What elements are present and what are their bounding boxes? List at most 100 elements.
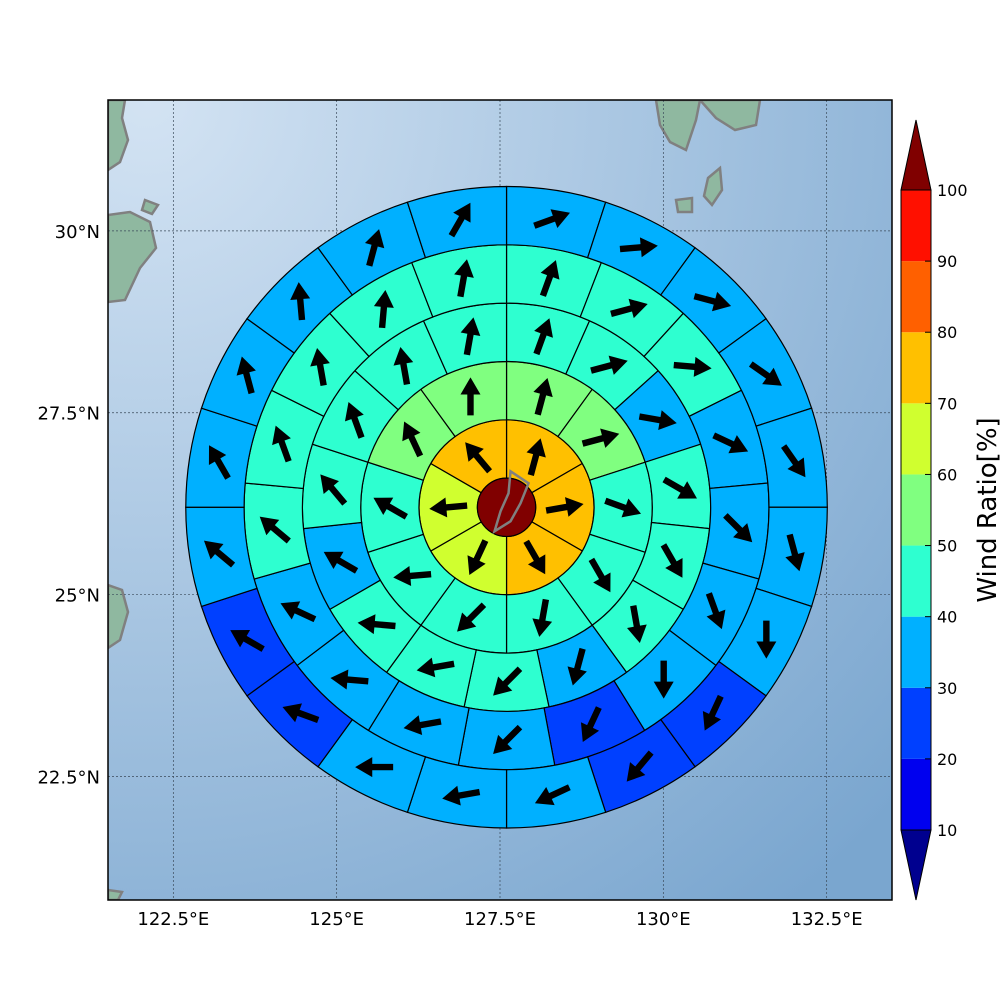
wind-arrow-ring4-6 [756,620,777,659]
wind-arrow-ring3-5 [705,592,726,630]
wind-arrow-ring1-7 [373,497,408,520]
colorbar-tick-label: 100 [937,181,968,200]
wind-arrow-ring4-2 [693,291,732,312]
landmass-3 [108,583,130,650]
wind-arrow-ring4-15 [208,445,231,480]
wind-arrow-ring4-8 [626,750,654,782]
wind-arrow-ring0-1 [545,497,584,517]
lat-tick-label: 27.5°N [37,404,100,425]
colorbar-tick-label: 40 [937,608,957,627]
wind-arrow-ring4-11 [355,757,394,778]
longitude-tick-labels: 122.5°E 125°E 127.5°E 130°E 132.5°E [137,909,862,930]
colorbar-segment-7 [901,261,931,333]
colorbar: 10 20 30 40 50 60 70 80 90 100 Wind Ratio[%] [900,119,1000,901]
colorbar-tick-label: 10 [937,821,957,840]
wind-arrow-ring1-0 [533,377,553,416]
wind-arrow-ring1-4 [532,598,553,637]
wind-arrow-ring2-2 [638,410,677,430]
landmass-6 [698,100,762,132]
colorbar-tick-label: 70 [937,394,957,413]
wind-arrow-ring1-2 [604,497,642,518]
colorbar-tick-label: 90 [937,252,957,271]
colorbar-segment-3 [901,545,931,617]
wind-arrow-ring3-9 [403,715,442,735]
lon-tick-label: 125°E [309,909,364,930]
lat-tick-label: 22.5°N [37,767,100,788]
lon-tick-label: 122.5°E [137,909,209,930]
colorbar-tick-label: 20 [937,750,957,769]
lat-tick-label: 30°N [55,222,100,243]
wind-arrow-ring1-3 [588,557,611,593]
landmass-1 [108,210,158,304]
colorbar-title: Wind Ratio[%] [973,417,1000,602]
wind-arrow-ring2-14 [460,317,481,356]
wind-sectors [185,185,828,829]
center-disc [476,477,537,538]
colorbar-tick-label: 50 [937,537,957,556]
wind-arrow-ring3-4 [723,513,753,543]
wind-arrow-ring3-2 [673,356,712,377]
wind-arrow-ring2-8 [416,657,455,678]
lon-tick-label: 130°E [636,909,691,930]
wind-arrows [203,202,806,806]
wind-arrow-ring2-6 [567,647,587,686]
sector-ring3-4 [702,482,770,580]
wind-arrow-ring0-4 [429,497,468,518]
wind-arrow-ring4-14 [203,540,236,568]
wind-arrow-ring2-10 [323,551,359,574]
landmass-5 [654,100,702,152]
landmass-2 [140,198,160,216]
wind-arrow-ring1-9 [460,377,481,416]
center-island-outline [492,469,531,535]
wind-arrow-ring3-11 [280,601,317,623]
wind-arrow-ring2-1 [590,355,628,375]
wind-arrow-ring0-2 [523,539,546,575]
map-frame [107,99,893,901]
map-area [107,99,893,901]
wind-arrow-ring3-16 [454,259,474,298]
colorbar-segment-2 [901,616,931,688]
wind-arrow-ring3-8 [493,724,523,754]
wind-arrow-ring2-12 [344,401,365,439]
wind-arrow-ring2-11 [320,474,348,506]
wind-arrow-ring1-6 [393,566,432,586]
wind-arrow-ring3-1 [610,298,648,319]
lon-tick-label: 127.5°E [464,909,536,930]
wind-arrow-ring0-3 [467,539,489,575]
wind-arrow-ring2-5 [627,605,647,644]
wind-arrow-ring0-5 [465,442,493,474]
wind-arrow-ring4-9 [534,784,571,806]
colorbar-segment-6 [901,332,931,404]
wind-arrow-ring3-3 [712,432,749,454]
wind-arrow-ring2-4 [660,543,683,578]
wind-arrow-ring2-13 [393,347,414,385]
colorbar-tick-label: 60 [937,465,957,484]
wind-arrow-ring2-9 [357,614,396,635]
wind-arrow-ring4-7 [702,694,724,731]
colorbar-extend-below [900,829,932,901]
wind-arrow-ring2-7 [493,666,523,696]
landmass-7 [702,165,724,208]
lat-tick-label: 25°N [55,586,100,607]
wind-arrow-ring1-1 [581,428,620,448]
colorbar-segment-5 [901,403,931,475]
wind-arrow-ring3-12 [259,516,291,544]
wind-arrow-ring4-17 [290,282,311,321]
wind-arrow-ring4-3 [748,361,782,386]
landmass-0 [108,100,130,172]
wind-arrow-ring3-15 [373,290,394,329]
wind-arrow-ring4-0 [533,209,571,229]
wind-arrow-ring2-0 [533,318,553,356]
wind-arrow-ring4-12 [282,703,320,723]
colorbar-frame [900,189,932,831]
colorbar-tick-label: 80 [937,323,957,342]
wind-arrow-ring4-10 [442,785,481,806]
latitude-tick-labels: 22.5°N 25°N 27.5°N 30°N [37,222,100,788]
colorbar-extend-above [900,119,932,191]
wind-arrow-ring4-5 [785,533,805,572]
colorbar-segment-1 [901,687,931,759]
colorbar-segment-8 [901,190,931,262]
landmass-4 [108,888,124,900]
landmass-8 [674,196,694,214]
